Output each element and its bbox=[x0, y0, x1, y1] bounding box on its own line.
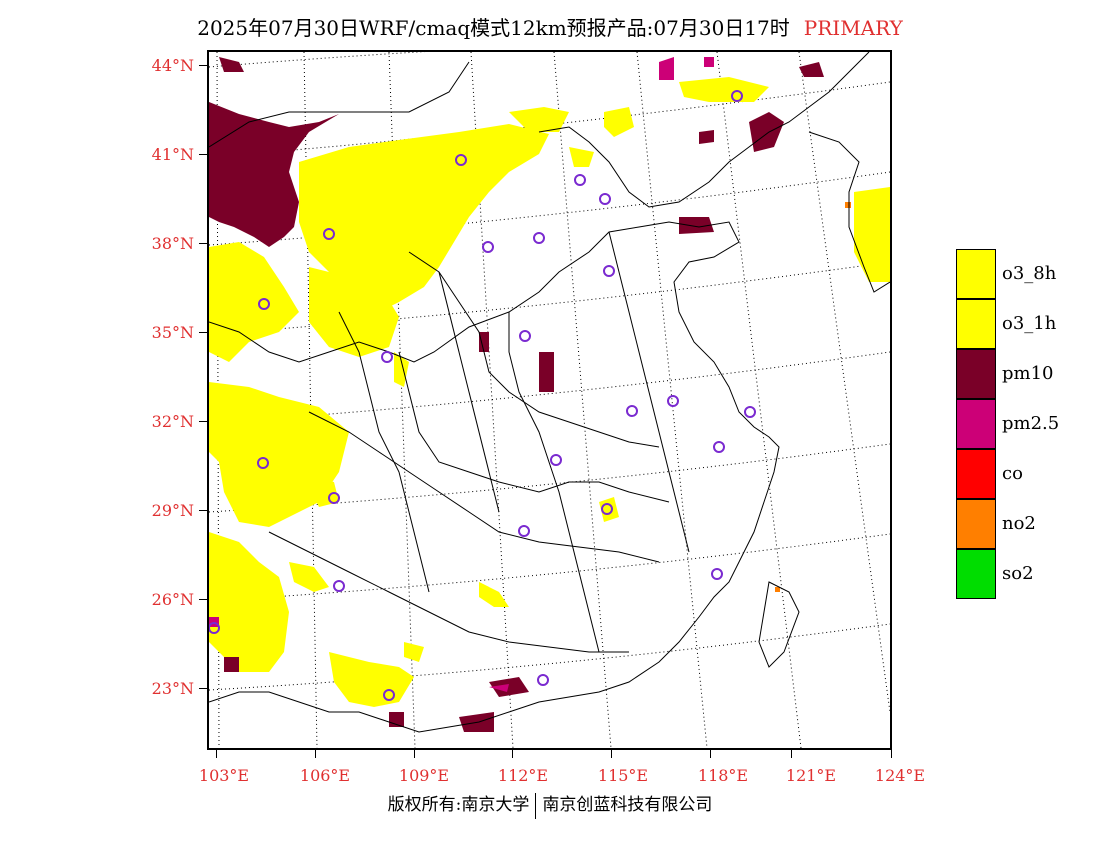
legend-swatch-pm10 bbox=[956, 349, 996, 399]
legend-swatch-no2 bbox=[956, 499, 996, 549]
lon-label-112: 112°E bbox=[497, 766, 549, 785]
no2-regions bbox=[775, 202, 851, 592]
lat-label-32: 32°N bbox=[151, 412, 194, 431]
legend-item-co: co bbox=[956, 449, 1100, 499]
legend-item-no2: no2 bbox=[956, 499, 1100, 549]
legend: o3_8h o3_1h pm10 pm2.5 co no2 so2 bbox=[956, 249, 1100, 599]
lon-label-121: 121°E bbox=[785, 766, 837, 785]
legend-swatch-pm25 bbox=[956, 399, 996, 449]
lat-label-29: 29°N bbox=[151, 501, 194, 520]
lat-label-38: 38°N bbox=[151, 234, 194, 253]
legend-swatch-o3-8h bbox=[956, 249, 996, 299]
legend-label-co: co bbox=[1002, 463, 1023, 484]
map-title: 2025年07月30日WRF/cmaq模式12km预报产品:07月30日17时 P… bbox=[0, 12, 1100, 41]
legend-label-no2: no2 bbox=[1002, 513, 1036, 534]
lon-label-124: 124°E bbox=[874, 766, 926, 785]
legend-item-so2: so2 bbox=[956, 549, 1100, 599]
legend-label-o3-8h: o3_8h bbox=[1002, 263, 1057, 284]
footer-right: 南京创蓝科技有限公司 bbox=[542, 795, 713, 815]
lon-label-103: 103°E bbox=[198, 766, 250, 785]
ozone-regions bbox=[209, 77, 890, 707]
footer-separator bbox=[535, 792, 537, 819]
title-main: 2025年07月30日WRF/cmaq模式12km预报产品:07月30日17时 bbox=[197, 16, 790, 40]
graticule bbox=[209, 52, 890, 748]
lat-label-41: 41°N bbox=[151, 145, 194, 164]
boundaries bbox=[209, 52, 890, 733]
lon-label-118: 118°E bbox=[697, 766, 749, 785]
legend-item-o3-8h: o3_8h bbox=[956, 249, 1100, 299]
lon-label-109: 109°E bbox=[398, 766, 450, 785]
map-panel bbox=[207, 50, 892, 750]
lat-label-44: 44°N bbox=[151, 56, 194, 75]
legend-item-pm25: pm2.5 bbox=[956, 399, 1100, 449]
legend-swatch-so2 bbox=[956, 549, 996, 599]
lon-label-106: 106°E bbox=[299, 766, 351, 785]
title-tag: PRIMARY bbox=[803, 16, 903, 40]
footer-left: 版权所有:南京大学 bbox=[387, 795, 530, 815]
legend-swatch-o3-1h bbox=[956, 299, 996, 349]
legend-item-pm10: pm10 bbox=[956, 349, 1100, 399]
legend-label-so2: so2 bbox=[1002, 563, 1034, 584]
legend-swatch-co bbox=[956, 449, 996, 499]
legend-label-pm25: pm2.5 bbox=[1002, 413, 1060, 434]
pollution-map bbox=[209, 52, 890, 748]
copyright-footer: 版权所有:南京大学 南京创蓝科技有限公司 bbox=[0, 790, 1100, 819]
legend-item-o3-1h: o3_1h bbox=[956, 299, 1100, 349]
lat-label-35: 35°N bbox=[151, 323, 194, 342]
legend-label-o3-1h: o3_1h bbox=[1002, 313, 1057, 334]
lat-label-26: 26°N bbox=[151, 590, 194, 609]
legend-label-pm10: pm10 bbox=[1002, 363, 1054, 384]
lat-label-23: 23°N bbox=[151, 679, 194, 698]
city-markers bbox=[209, 90, 756, 701]
lon-label-115: 115°E bbox=[597, 766, 649, 785]
